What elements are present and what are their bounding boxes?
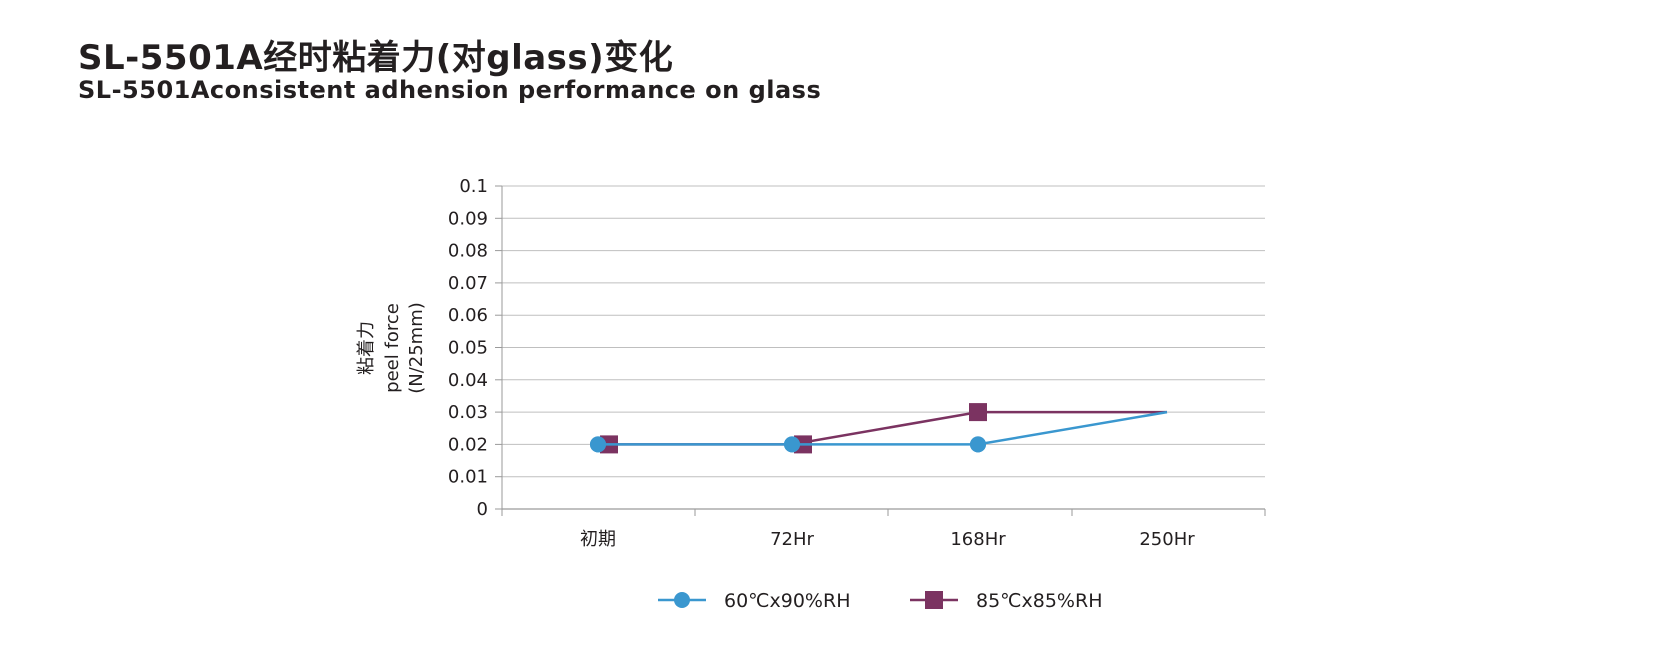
y-tick-label: 0.06 xyxy=(448,305,488,326)
series-line xyxy=(598,410,1168,446)
x-tick-label: 168Hr xyxy=(950,529,1006,550)
legend-label: 60℃x90%RH xyxy=(724,590,850,612)
legend-marker xyxy=(674,592,690,608)
y-tick-label: 0.05 xyxy=(448,338,488,359)
y-axis-label-line: (N/25mm) xyxy=(406,302,427,394)
page-title: SL-5501A经时粘着力(对glass)变化 xyxy=(78,38,674,78)
y-tick-label: 0.09 xyxy=(448,208,488,229)
data-point xyxy=(970,436,986,453)
y-tick-label: 0.1 xyxy=(459,176,488,197)
data-point xyxy=(969,403,987,422)
y-tick-label: 0.03 xyxy=(448,402,488,423)
x-tick-label: 初期 xyxy=(580,529,616,550)
y-tick-label: 0.04 xyxy=(448,370,488,391)
chart-axes xyxy=(495,185,1266,516)
legend-marker xyxy=(925,591,943,609)
series-line xyxy=(598,410,1167,446)
y-axis-label: 粘着力 peel force (N/25mm) xyxy=(356,302,427,394)
x-tick-label: 250Hr xyxy=(1139,529,1195,550)
x-tick-label: 72Hr xyxy=(770,529,814,550)
page-subtitle: SL-5501Aconsistent adhension performance… xyxy=(78,76,822,104)
y-tick-label: 0.01 xyxy=(448,467,488,488)
chart-legend: 60℃x90%RH 85℃x85%RH xyxy=(658,590,1102,612)
chart-series xyxy=(590,403,1168,454)
data-point xyxy=(590,436,606,453)
legend-label: 85℃x85%RH xyxy=(976,590,1102,612)
data-point xyxy=(784,436,800,453)
y-tick-label: 0.08 xyxy=(448,241,488,262)
y-axis-label-line: 粘着力 xyxy=(356,321,377,375)
chart-gridlines xyxy=(502,185,1265,478)
x-tick-labels: 初期 72Hr 168Hr 250Hr xyxy=(580,529,1195,550)
y-tick-label: 0 xyxy=(477,499,488,520)
y-tick-label: 0.07 xyxy=(448,273,488,294)
y-axis-label-line: peel force xyxy=(382,303,403,393)
y-tick-label: 0.02 xyxy=(448,434,488,455)
y-tick-labels: 0 0.01 0.02 0.03 0.04 0.05 0.06 0.07 0.08 0.09 0.1 xyxy=(448,176,488,520)
